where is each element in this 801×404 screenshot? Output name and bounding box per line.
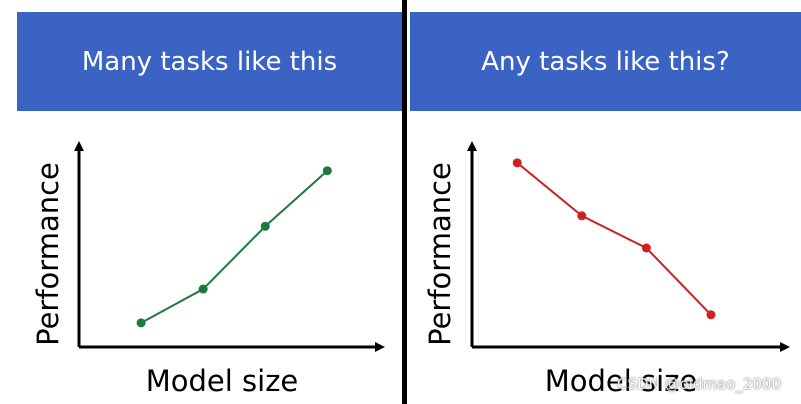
left-chart: Model size Performance [31,141,385,398]
right-banner: Any tasks like this? [410,12,801,111]
data-point [641,243,651,253]
left-banner: Many tasks like this [17,12,402,111]
data-point [136,318,146,328]
x-axis-arrow [375,342,385,352]
x-axis-label: Model size [545,364,698,398]
right-panel: Any tasks like this? Model size Performan… [407,0,801,404]
x-axis-label: Model size [146,364,299,398]
series-line [140,169,329,324]
data-point [260,221,270,231]
data-point [577,211,587,221]
y-axis-label: Performance [31,162,65,346]
left-panel: Many tasks like this Model size Performan… [17,12,402,398]
y-axis-label: Performance [423,162,457,346]
panel-divider [402,0,407,404]
right-chart: Model size Performance [423,141,790,398]
data-point [512,158,522,168]
y-axis-arrow [467,141,477,151]
x-axis-arrow [780,342,790,352]
data-point [198,284,208,294]
data-point [322,166,332,176]
top-margin [0,0,801,12]
data-point [706,310,716,320]
watermark: CSDN @oldmao_2000 [617,375,782,393]
series-line [516,162,712,316]
y-axis-arrow [74,141,84,151]
